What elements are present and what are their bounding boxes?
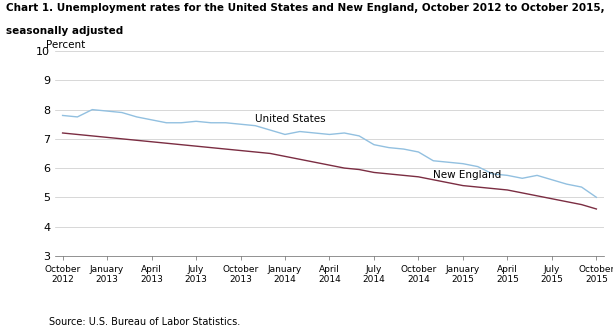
Text: seasonally adjusted: seasonally adjusted (6, 26, 123, 36)
Text: Chart 1. Unemployment rates for the United States and New England, October 2012 : Chart 1. Unemployment rates for the Unit… (6, 3, 605, 13)
Text: New England: New England (433, 170, 501, 180)
Text: Percent: Percent (46, 40, 85, 50)
Text: Source: U.S. Bureau of Labor Statistics.: Source: U.S. Bureau of Labor Statistics. (49, 317, 240, 327)
Text: United States: United States (256, 114, 326, 124)
